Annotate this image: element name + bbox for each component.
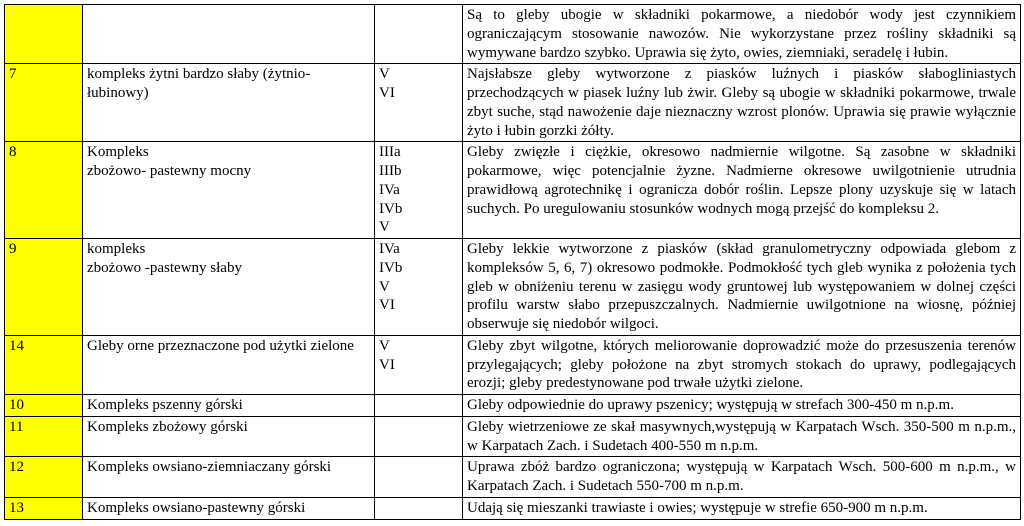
cell-description: Uprawa zbóż bardzo ograniczona; występuj…: [463, 457, 1021, 498]
soil-complex-table: Są to gleby ubogie w składniki pokarmowe…: [4, 4, 1021, 520]
table-row: 8 Kompleks zbożowo- pastewny mocny IIIaI…: [5, 142, 1021, 239]
cell-number: 7: [5, 64, 83, 142]
cell-number: 8: [5, 142, 83, 239]
cell-classes: IIIaIIIbIVaIVbV: [375, 142, 463, 239]
cell-number: 11: [5, 416, 83, 457]
cell-description: Gleby zwięzłe i ciężkie, okresowo nadmie…: [463, 142, 1021, 239]
cell-name: [83, 5, 375, 64]
cell-classes: VVI: [375, 335, 463, 394]
cell-description: Gleby zbyt wilgotne, których meliorowani…: [463, 335, 1021, 394]
table-row: 7 kompleks żytni bardzo słaby (żytnio-łu…: [5, 64, 1021, 142]
cell-classes: [375, 497, 463, 519]
cell-classes: IVaIVbVVI: [375, 239, 463, 336]
cell-number: [5, 5, 83, 64]
cell-number: 13: [5, 497, 83, 519]
cell-classes: [375, 416, 463, 457]
table-body: Są to gleby ubogie w składniki pokarmowe…: [5, 5, 1021, 520]
cell-description: Udają się mieszanki trawiaste i owies; w…: [463, 497, 1021, 519]
cell-number: 10: [5, 395, 83, 417]
table-row: 10 Kompleks pszenny górski Gleby odpowie…: [5, 395, 1021, 417]
cell-name: Kompleks zbożowy górski: [83, 416, 375, 457]
cell-description: Najsłabsze gleby wytworzone z piasków lu…: [463, 64, 1021, 142]
table-row: 11 Kompleks zbożowy górski Gleby wietrze…: [5, 416, 1021, 457]
cell-name: Kompleks owsiano-ziemniaczany górski: [83, 457, 375, 498]
table-row: Są to gleby ubogie w składniki pokarmowe…: [5, 5, 1021, 64]
cell-classes: [375, 457, 463, 498]
cell-number: 14: [5, 335, 83, 394]
table-row: 14 Gleby orne przeznaczone pod użytki zi…: [5, 335, 1021, 394]
cell-description: Gleby lekkie wytworzone z piasków (skład…: [463, 239, 1021, 336]
cell-name: Gleby orne przeznaczone pod użytki zielo…: [83, 335, 375, 394]
cell-name: kompleks żytni bardzo słaby (żytnio-łubi…: [83, 64, 375, 142]
table-row: 9 komplekszbożowo -pastewny słaby IVaIVb…: [5, 239, 1021, 336]
cell-number: 9: [5, 239, 83, 336]
cell-description: Gleby odpowiednie do uprawy pszenicy; wy…: [463, 395, 1021, 417]
cell-classes: [375, 5, 463, 64]
cell-name: Kompleks zbożowo- pastewny mocny: [83, 142, 375, 239]
table-row: 12 Kompleks owsiano-ziemniaczany górski …: [5, 457, 1021, 498]
cell-classes: VVI: [375, 64, 463, 142]
cell-number: 12: [5, 457, 83, 498]
table-row: 13 Kompleks owsiano-pastewny górski Udaj…: [5, 497, 1021, 519]
cell-name: Kompleks pszenny górski: [83, 395, 375, 417]
cell-name: komplekszbożowo -pastewny słaby: [83, 239, 375, 336]
cell-classes: [375, 395, 463, 417]
cell-description: Są to gleby ubogie w składniki pokarmowe…: [463, 5, 1021, 64]
cell-description: Gleby wietrzeniowe ze skał masywnych,wys…: [463, 416, 1021, 457]
cell-name: Kompleks owsiano-pastewny górski: [83, 497, 375, 519]
